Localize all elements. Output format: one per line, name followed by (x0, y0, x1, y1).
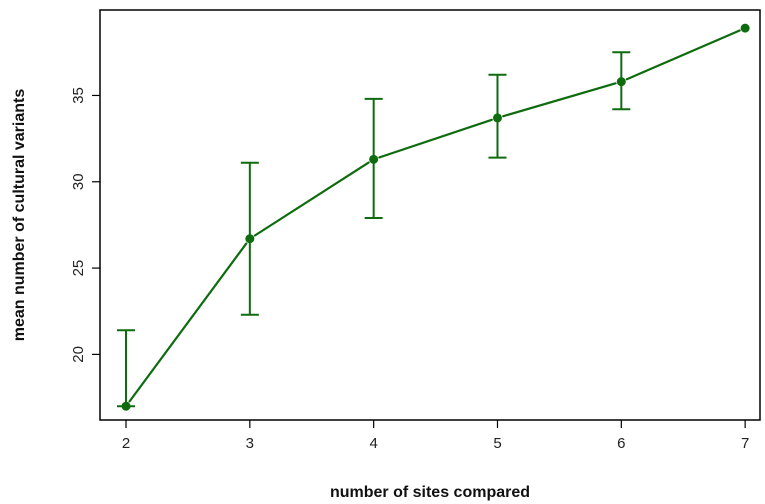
series-line-segment (128, 242, 248, 403)
y-axis-ticks: 20 25 30 35 (70, 87, 100, 363)
series-line-segment (502, 82, 617, 118)
series-line-segment (253, 161, 370, 237)
error-bars (117, 51, 631, 408)
data-point (369, 154, 379, 164)
data-point (616, 77, 626, 87)
data-point (121, 401, 131, 411)
plot-frame (99, 9, 761, 421)
series-lines (128, 29, 741, 403)
data-point (492, 113, 502, 123)
series-line-segment (378, 118, 493, 159)
y-tick-label: 25 (70, 260, 87, 277)
x-tick-label: 4 (369, 435, 377, 452)
y-tick-label: 35 (70, 87, 87, 104)
data-points (121, 23, 750, 411)
data-point (740, 23, 750, 33)
data-point (245, 234, 255, 244)
x-tick-label: 3 (246, 435, 254, 452)
x-tick-label: 6 (617, 435, 625, 452)
y-tick-label: 30 (70, 173, 87, 190)
x-tick-label: 5 (493, 435, 501, 452)
x-tick-label: 7 (741, 435, 749, 452)
x-axis-title: number of sites compared (330, 484, 530, 501)
x-tick-label: 2 (122, 435, 130, 452)
y-axis-title: mean number of cultural variants (11, 89, 28, 342)
x-axis-ticks: 2 3 4 5 6 7 (122, 420, 749, 452)
series-line-segment (625, 29, 741, 81)
y-tick-label: 20 (70, 346, 87, 363)
